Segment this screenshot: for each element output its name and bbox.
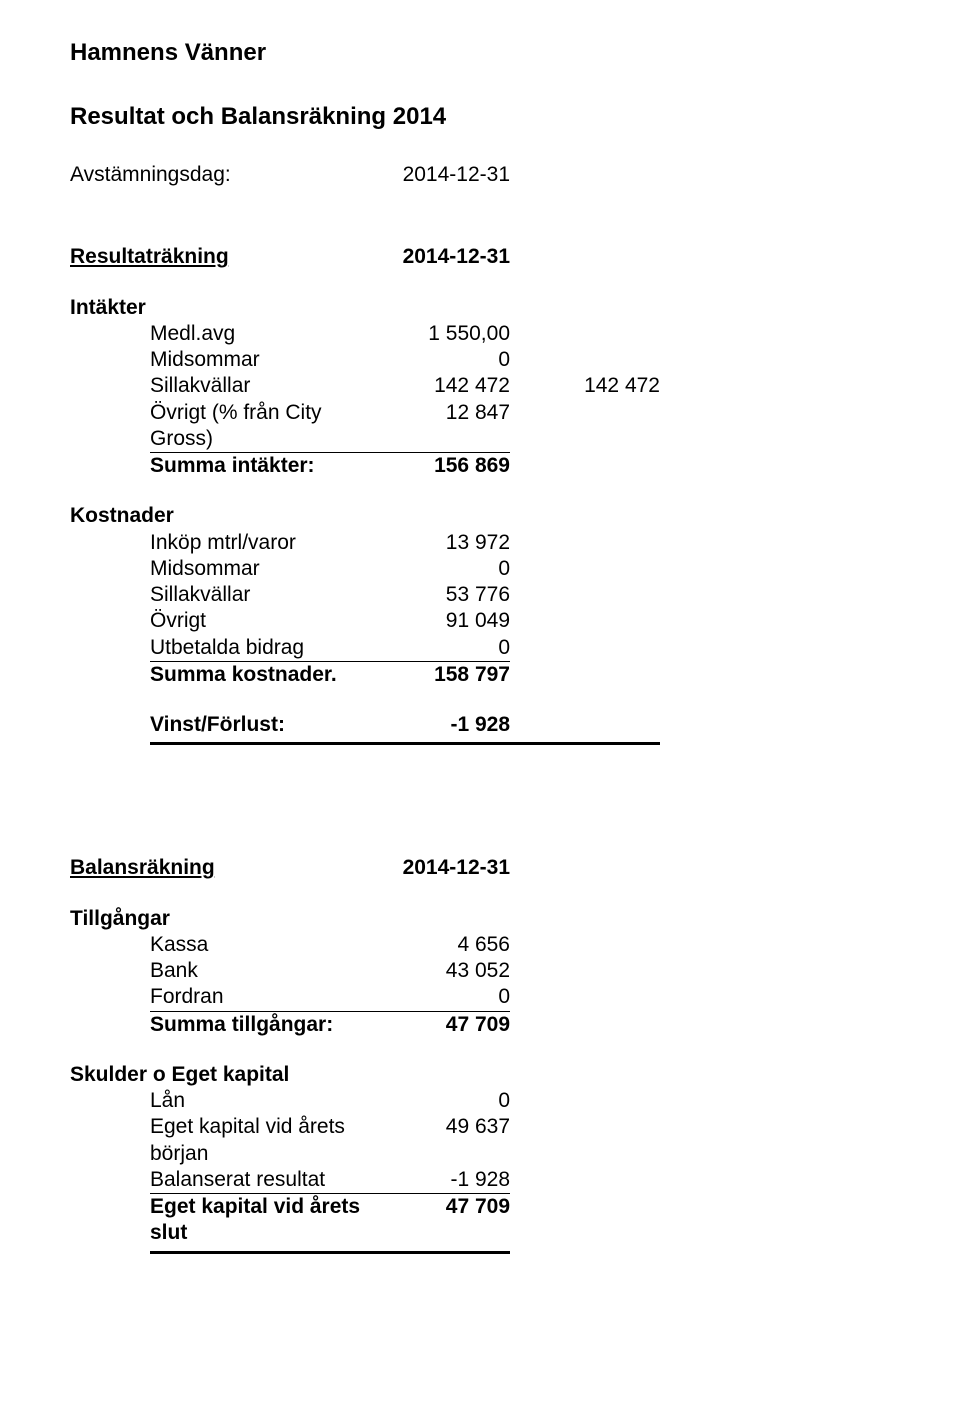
table-row: Övrigt 91 049 — [70, 608, 890, 634]
table-row: Midsommar 0 — [70, 556, 890, 582]
row-label: Sillakvällar — [150, 582, 380, 608]
table-row: Inköp mtrl/varor 13 972 — [70, 530, 890, 556]
table-row: Utbetalda bidrag 0 — [70, 635, 890, 661]
table-row: Bank 43 052 — [70, 958, 890, 984]
sum-value: 47 709 — [380, 1012, 510, 1038]
sum-label: Summa tillgångar: — [150, 1012, 380, 1038]
vinst-label: Vinst/Förlust: — [150, 712, 380, 738]
row-value-2: 142 472 — [540, 373, 660, 399]
sum-value: 47 709 — [380, 1194, 510, 1220]
row-label: Lån — [150, 1088, 380, 1114]
report-title: Resultat och Balansräkning 2014 — [70, 102, 890, 132]
row-value: 91 049 — [380, 608, 510, 634]
resultat-heading: Resultaträkning — [70, 244, 380, 270]
avstamning-row: Avstämningsdag: 2014-12-31 — [70, 162, 890, 188]
row-label: Inköp mtrl/varor — [150, 530, 380, 556]
row-label: Medl.avg — [150, 321, 380, 347]
table-row: Sillakvällar 53 776 — [70, 582, 890, 608]
sum-value: 156 869 — [380, 453, 510, 479]
avstamning-date: 2014-12-31 — [380, 162, 510, 188]
vinst-row: Vinst/Förlust: -1 928 — [70, 712, 890, 738]
kostnader-heading: Kostnader — [70, 503, 174, 529]
sum-row: Summa intäkter: 156 869 — [70, 453, 890, 479]
rule-thick — [150, 1251, 510, 1254]
row-value: 0 — [380, 347, 510, 373]
intakter-heading: Intäkter — [70, 295, 146, 321]
sum-row: Eget kapital vid årets slut 47 709 — [70, 1194, 890, 1247]
table-row: Lån 0 — [70, 1088, 890, 1114]
row-label: Övrigt — [150, 608, 380, 634]
row-value: 0 — [380, 984, 510, 1010]
table-row: Medl.avg 1 550,00 — [70, 321, 890, 347]
row-value: -1 928 — [380, 1167, 510, 1193]
org-title: Hamnens Vänner — [70, 38, 890, 68]
row-value: 0 — [380, 1088, 510, 1114]
skulder-heading: Skulder o Eget kapital — [70, 1062, 289, 1088]
row-value: 43 052 — [380, 958, 510, 984]
row-label: Eget kapital vid årets början — [150, 1114, 380, 1167]
balans-heading: Balansräkning — [70, 855, 380, 881]
balans-date: 2014-12-31 — [380, 855, 510, 881]
sum-label: Summa intäkter: — [150, 453, 380, 479]
sum-value: 158 797 — [380, 662, 510, 688]
table-row: Eget kapital vid årets början 49 637 — [70, 1114, 890, 1167]
table-row: Balanserat resultat -1 928 — [70, 1167, 890, 1193]
table-row: Fordran 0 — [70, 984, 890, 1010]
table-row: Kassa 4 656 — [70, 932, 890, 958]
table-row: Midsommar 0 — [70, 347, 890, 373]
row-value: 13 972 — [380, 530, 510, 556]
resultat-date: 2014-12-31 — [380, 244, 510, 270]
row-value: 142 472 — [380, 373, 510, 399]
row-value: 1 550,00 — [380, 321, 510, 347]
sum-row: Summa kostnader. 158 797 — [70, 662, 890, 688]
balans-heading-row: Balansräkning 2014-12-31 — [70, 855, 890, 881]
row-value: 53 776 — [380, 582, 510, 608]
row-value: 49 637 — [380, 1114, 510, 1140]
row-label: Bank — [150, 958, 380, 984]
row-value: 4 656 — [380, 932, 510, 958]
tillgangar-heading: Tillgångar — [70, 906, 170, 932]
avstamning-label: Avstämningsdag: — [70, 162, 380, 188]
row-label: Kassa — [150, 932, 380, 958]
row-label: Midsommar — [150, 556, 380, 582]
row-value: 12 847 — [380, 400, 510, 426]
row-label: Fordran — [150, 984, 380, 1010]
row-value: 0 — [380, 635, 510, 661]
vinst-value: -1 928 — [380, 712, 510, 738]
sum-row: Summa tillgångar: 47 709 — [70, 1012, 890, 1038]
table-row: Övrigt (% från City Gross) 12 847 — [70, 400, 890, 453]
row-label: Balanserat resultat — [150, 1167, 380, 1193]
row-label: Utbetalda bidrag — [150, 635, 380, 661]
row-label: Övrigt (% från City Gross) — [150, 400, 380, 453]
row-value: 0 — [380, 556, 510, 582]
resultat-heading-row: Resultaträkning 2014-12-31 — [70, 244, 890, 270]
sum-label: Eget kapital vid årets slut — [150, 1194, 380, 1247]
table-row: Sillakvällar 142 472 142 472 — [70, 373, 890, 399]
row-label: Midsommar — [150, 347, 380, 373]
row-label: Sillakvällar — [150, 373, 380, 399]
sum-label: Summa kostnader. — [150, 662, 380, 688]
